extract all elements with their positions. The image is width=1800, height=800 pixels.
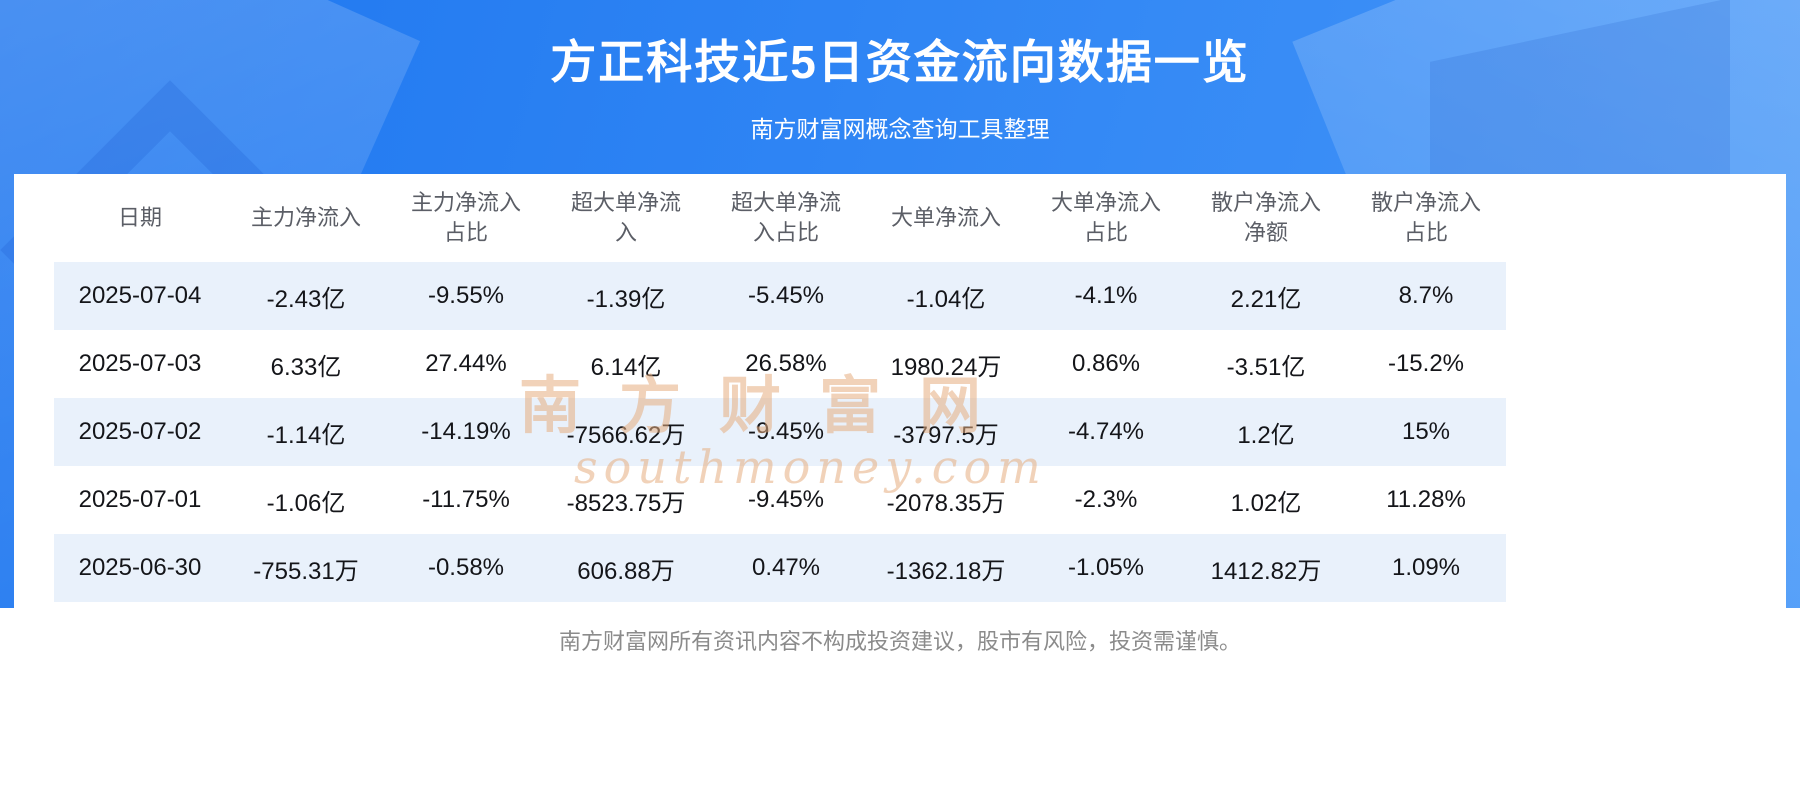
table-row: 2025-07-03 6.33亿 27.44% 6.14亿 26.58% 1980.24万… <box>54 330 1506 398</box>
value-cell: -1.05% <box>1067 554 1145 581</box>
value-cell: -14.19% <box>421 418 511 445</box>
column-header: 主力净流入 <box>250 205 361 231</box>
value-cell: -2.43亿 <box>266 285 346 313</box>
value-cell: 26.58% <box>745 350 827 377</box>
page-subtitle: 南方财富网概念查询工具整理 <box>750 116 1050 142</box>
column-header: 超大单净流入占比 <box>730 190 841 245</box>
value-cell: 1.09% <box>1391 554 1461 581</box>
data-card: 日期 主力净流入 主力净流入占比 超大单净流入 超大单净流入占比 大单净流入 大单净流入占比… <box>14 174 1786 608</box>
value-cell: -4.74% <box>1067 418 1145 445</box>
value-cell: 0.47% <box>751 554 821 581</box>
column-header: 主力净流入占比 <box>410 190 521 245</box>
column-header: 超大单净流入 <box>570 190 681 245</box>
value-cell: 27.44% <box>425 350 507 377</box>
value-cell: -15.2% <box>1387 350 1465 377</box>
value-cell: -1.06亿 <box>266 489 346 517</box>
fund-flow-table: 日期 主力净流入 主力净流入占比 超大单净流入 超大单净流入占比 大单净流入 大单净流入占比… <box>54 174 1506 602</box>
value-cell: 6.33亿 <box>270 353 342 381</box>
date-cell: 2025-07-02 <box>78 418 202 445</box>
value-cell: -7566.62万 <box>566 421 686 449</box>
date-cell: 2025-07-03 <box>78 350 202 377</box>
value-cell: 0.86% <box>1071 350 1141 377</box>
column-header: 散户净流入占比 <box>1370 190 1481 245</box>
date-cell: 2025-07-04 <box>78 282 202 309</box>
value-cell: 1412.82万 <box>1210 557 1322 585</box>
value-cell: 6.14亿 <box>590 353 662 381</box>
value-cell: -3797.5万 <box>893 421 999 449</box>
value-cell: 606.88万 <box>577 557 675 585</box>
column-header: 日期 <box>117 205 162 231</box>
value-cell: 1980.24万 <box>890 353 1002 381</box>
value-cell: -2078.35万 <box>886 489 1006 517</box>
table-row: 2025-07-01 -1.06亿 -11.75% -8523.75万 -9.45% -2… <box>54 466 1506 534</box>
date-cell: 2025-06-30 <box>78 554 202 581</box>
table-row: 2025-06-30 -755.31万 -0.58% 606.88万 0.47% -136… <box>54 534 1506 602</box>
value-cell: -8523.75万 <box>566 489 686 517</box>
value-cell: -4.1% <box>1074 282 1138 309</box>
date-cell: 2025-07-01 <box>78 486 202 513</box>
value-cell: -1.04亿 <box>906 285 986 313</box>
value-cell: -1.39亿 <box>586 285 666 313</box>
value-cell: -755.31万 <box>253 557 359 585</box>
value-cell: -9.55% <box>427 282 505 309</box>
value-cell: -2.3% <box>1074 486 1138 513</box>
value-cell: 8.7% <box>1398 282 1454 309</box>
value-cell: 15% <box>1401 418 1451 445</box>
column-header: 大单净流入 <box>890 205 1001 231</box>
value-cell: -1.14亿 <box>266 421 346 449</box>
value-cell: -0.58% <box>427 554 505 581</box>
value-cell: 1.02亿 <box>1230 489 1302 517</box>
value-cell: -9.45% <box>747 486 825 513</box>
value-cell: -9.45% <box>747 418 825 445</box>
disclaimer-text: 南方财富网所有资讯内容不构成投资建议，股市有风险，投资需谨慎。 <box>558 629 1241 654</box>
value-cell: -11.75% <box>422 486 510 513</box>
value-cell: -5.45% <box>747 282 825 309</box>
table-row: 2025-07-04 -2.43亿 -9.55% -1.39亿 -5.45% -1.04亿… <box>54 262 1506 330</box>
column-header: 散户净流入净额 <box>1210 190 1321 245</box>
value-cell: 11.28% <box>1386 486 1466 513</box>
table-header-row: 日期 主力净流入 主力净流入占比 超大单净流入 超大单净流入占比 大单净流入 大单净流入占比… <box>54 174 1506 262</box>
value-cell: -3.51亿 <box>1226 353 1306 381</box>
value-cell: -1362.18万 <box>886 557 1006 585</box>
column-header: 大单净流入占比 <box>1050 190 1161 245</box>
page-title: 方正科技近5日资金流向数据一览 <box>550 36 1250 88</box>
table-row: 2025-07-02 -1.14亿 -14.19% -7566.62万 -9.45% -3… <box>54 398 1506 466</box>
value-cell: 2.21亿 <box>1230 285 1302 313</box>
value-cell: 1.2亿 <box>1237 421 1295 449</box>
